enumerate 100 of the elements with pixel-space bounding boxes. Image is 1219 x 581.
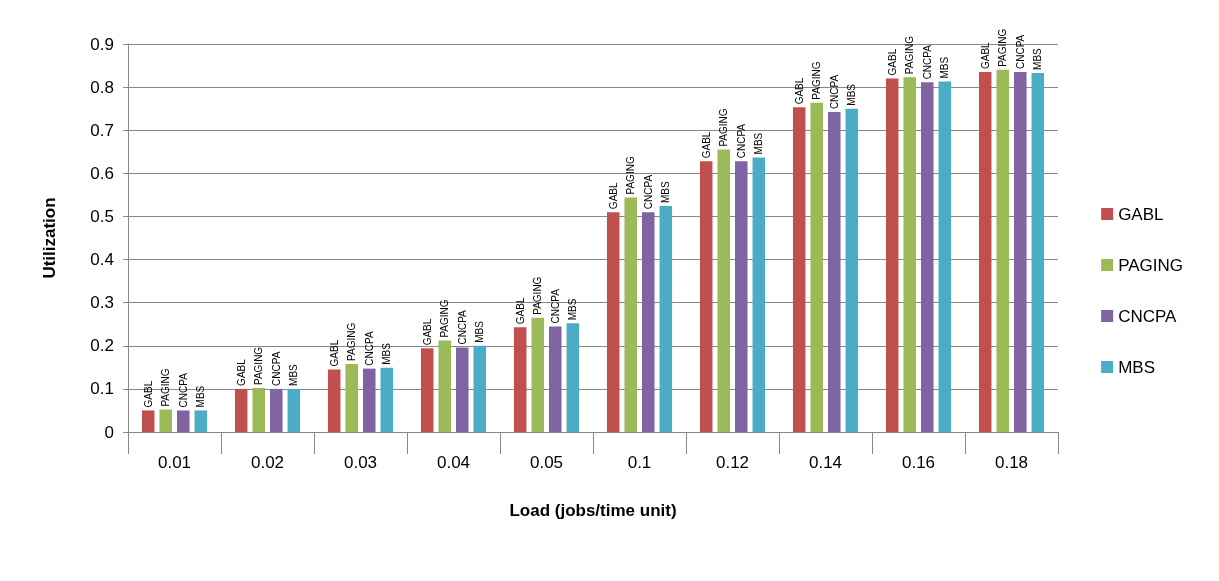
text: CNCPA <box>363 331 375 366</box>
text: PAGING <box>997 28 1009 67</box>
bar <box>1031 72 1045 432</box>
bar <box>996 69 1009 432</box>
y-tick-label: 0.9 <box>90 34 114 54</box>
text: PAGING <box>718 108 730 147</box>
y-tick-label: 0.4 <box>90 250 114 270</box>
bar <box>699 161 713 432</box>
text: CNCPA <box>177 373 189 408</box>
text: GABL <box>142 380 154 408</box>
bar <box>513 327 527 432</box>
text: CNCPA <box>456 310 468 345</box>
bar <box>752 157 766 432</box>
text: CNCPA <box>735 124 747 159</box>
bar <box>177 410 190 432</box>
x-tick-label: 0.03 <box>343 453 378 472</box>
bar <box>159 409 172 432</box>
bar <box>938 81 952 432</box>
y-tick-label: 0.5 <box>90 206 114 226</box>
bar <box>420 348 434 432</box>
legend-label: GABL <box>1118 204 1164 224</box>
bar <box>252 388 265 432</box>
bar <box>921 82 934 432</box>
bar <box>287 388 301 432</box>
y-tick-label: 0.2 <box>90 336 114 356</box>
bar <box>380 367 394 432</box>
text: GABL <box>700 131 712 159</box>
text: PAGING <box>811 61 823 100</box>
text: GABL <box>421 318 433 346</box>
bar <box>438 340 451 432</box>
text: PAGING <box>439 299 451 338</box>
bar <box>606 212 620 432</box>
text: MBS <box>381 343 393 365</box>
bar <box>327 369 341 432</box>
text: MBS <box>660 181 672 204</box>
bar <box>642 212 655 432</box>
x-tick-label: 0.04 <box>436 453 471 472</box>
text: MBS <box>939 56 951 79</box>
text: MBS <box>474 321 486 343</box>
y-tick-label: 0.6 <box>90 163 114 183</box>
bar <box>810 102 823 432</box>
bar <box>234 388 248 432</box>
text: MBS <box>195 385 207 408</box>
x-tick-label: 0.1 <box>627 453 652 472</box>
x-tick-label: 0.05 <box>529 453 564 472</box>
legend-label: MBS <box>1118 357 1155 377</box>
bar <box>549 326 562 432</box>
text: GABL <box>793 77 805 105</box>
x-tick-label: 0.02 <box>250 453 285 472</box>
x-tick-label: 0.01 <box>157 453 192 472</box>
y-tick-label: 0 <box>104 422 114 442</box>
bar <box>456 347 469 432</box>
x-tick-label: 0.12 <box>715 453 750 472</box>
text: MBS <box>1032 48 1044 70</box>
text: GABL <box>235 359 247 386</box>
x-axis-title: Load (jobs/time unit) <box>509 501 677 520</box>
y-tick-label: 0.3 <box>90 293 114 313</box>
bar <box>659 206 673 432</box>
bar <box>1014 72 1027 432</box>
text: GABL <box>979 42 991 70</box>
text: CNCPA <box>1014 34 1026 70</box>
y-tick-label: 0.8 <box>90 77 114 97</box>
bar <box>194 410 208 432</box>
text: CNCPA <box>828 74 840 110</box>
text: MBS <box>846 83 858 106</box>
bar <box>792 107 806 432</box>
x-tick-label: 0.16 <box>901 453 936 472</box>
bar <box>345 363 358 432</box>
bar <box>566 323 580 432</box>
y-tick-label: 0.1 <box>90 379 114 399</box>
bar <box>270 388 283 432</box>
bar <box>717 149 730 432</box>
legend-label: PAGING <box>1118 255 1184 275</box>
bar <box>531 317 544 432</box>
bar <box>735 161 748 432</box>
text: GABL <box>886 48 898 76</box>
x-tick-label: 0.18 <box>994 453 1029 472</box>
bar <box>903 77 916 432</box>
bar <box>363 368 376 432</box>
text: CNCPA <box>642 174 654 210</box>
bar <box>473 345 487 432</box>
bar <box>978 72 992 432</box>
bar <box>624 197 637 432</box>
bar <box>828 112 841 432</box>
text: CNCPA <box>921 45 933 80</box>
text: CNCPA <box>549 289 561 324</box>
text: PAGING <box>253 346 265 386</box>
text: MBS <box>753 132 765 155</box>
bar <box>141 410 155 432</box>
x-tick-label: 0.14 <box>808 453 843 472</box>
text: PAGING <box>532 276 544 315</box>
legend-label: CNCPA <box>1118 306 1178 326</box>
y-axis-title: Utilization <box>40 197 59 279</box>
y-tick-label: 0.7 <box>90 120 114 140</box>
text: PAGING <box>904 36 916 75</box>
bar <box>885 78 899 432</box>
text: PAGING <box>625 156 637 195</box>
text: MBS <box>567 298 579 321</box>
text: GABL <box>514 297 526 325</box>
text: PAGING <box>346 322 358 361</box>
